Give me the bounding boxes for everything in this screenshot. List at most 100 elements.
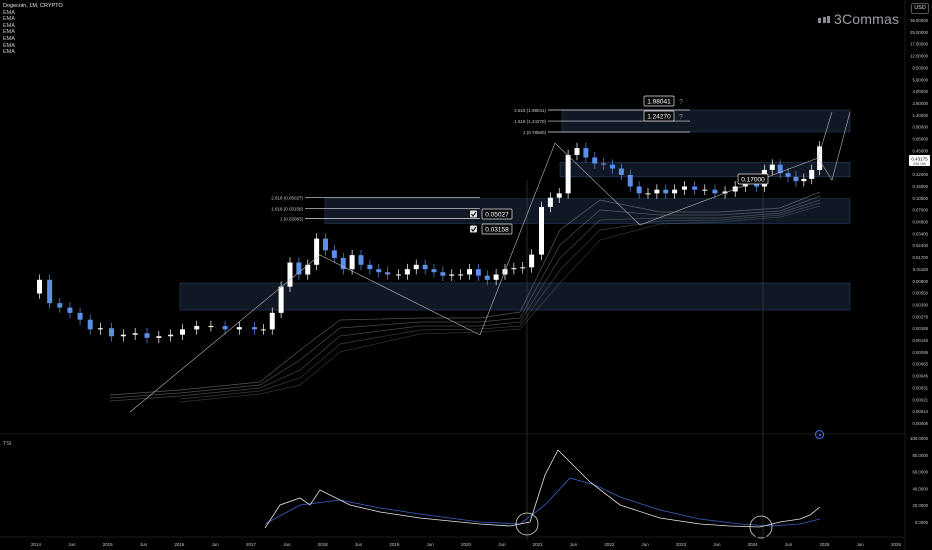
- price-callout-box: [481, 208, 513, 220]
- brand-logo: 3Commas: [818, 11, 899, 27]
- ema-label: EMA: [3, 29, 15, 36]
- candle-body: [618, 168, 624, 175]
- price-callout-box: [481, 223, 513, 235]
- candle-body: [305, 264, 311, 275]
- price-callout-text: 0.17000: [741, 176, 765, 183]
- candle-body: [754, 183, 759, 187]
- checkbox-icon: [470, 210, 477, 218]
- chart-legend: Dogecoin, 1M, CRYPTO EMA EMA EMA EMA EMA…: [3, 3, 63, 56]
- time-tick-label: 2014: [31, 542, 42, 547]
- candle-body: [396, 274, 401, 276]
- candle-body: [57, 303, 63, 308]
- time-tick-label: 2015: [103, 542, 114, 547]
- check-icon: [471, 226, 477, 232]
- candle-body: [769, 164, 775, 170]
- fib-label: 1 (0.78680): [523, 130, 547, 135]
- time-tick-label: 2025: [819, 542, 830, 547]
- candle-body: [539, 206, 544, 255]
- price-tick-label: 2.90000: [912, 101, 928, 106]
- candle-body: [67, 307, 73, 313]
- candle-body: [645, 193, 651, 195]
- price-callout-text: 0.03158: [485, 226, 509, 233]
- checkbox-icon: [470, 225, 477, 233]
- candle-body: [610, 164, 615, 169]
- fib-label: 2.618 (1.98041): [514, 108, 546, 113]
- brand-name: 3Commas: [834, 11, 900, 27]
- candle-body: [109, 328, 114, 337]
- price-tick-label: 8.50000: [912, 65, 928, 70]
- time-tick-label: 2016: [174, 542, 185, 547]
- question-mark: ?: [679, 99, 683, 106]
- time-tick-label: 2023: [676, 542, 687, 547]
- price-tick-label: 0.15000: [912, 184, 928, 189]
- ema-label: EMA: [3, 42, 15, 49]
- price-tick-label: 4.00000: [912, 89, 928, 94]
- price-tick-label: 0.00185: [912, 326, 928, 331]
- currency-button[interactable]: USD: [911, 3, 929, 14]
- current-price-text: 0.43175: [911, 157, 928, 162]
- price-tick-label: 0.00095: [912, 350, 928, 355]
- price-tick-label: 0.00006: [912, 421, 928, 426]
- time-tick-label: Jun: [68, 542, 76, 547]
- candle-body: [77, 312, 83, 320]
- candle-body: [194, 326, 200, 330]
- osc-tick-label: 40.0000: [912, 486, 928, 491]
- fib-label: 1.618 (1.24270): [514, 119, 546, 124]
- candle-body: [287, 262, 293, 287]
- candle-body: [801, 178, 807, 182]
- osc-tick-label: 20.0000: [912, 503, 928, 508]
- candle-body: [809, 169, 815, 179]
- candle-body: [672, 189, 678, 194]
- price-tick-label: 0.22000: [912, 172, 928, 177]
- candle-body: [323, 238, 328, 251]
- candle-body: [120, 334, 126, 337]
- oscillator-name: TSI: [3, 441, 12, 447]
- tsi-line: [264, 449, 821, 529]
- candle-body: [132, 333, 138, 335]
- candle-body: [296, 262, 302, 275]
- price-callout-box: [643, 110, 675, 122]
- price-tick-label: 0.00270: [912, 314, 928, 319]
- candle-body: [817, 146, 823, 170]
- candle-body: [592, 157, 598, 164]
- candle-body: [331, 250, 337, 258]
- candle-body: [180, 329, 185, 335]
- osc-tick-label: 60.0000: [912, 470, 928, 475]
- time-tick-label: Jun: [570, 542, 578, 547]
- fib-label: 1.618 (0.03158): [271, 207, 303, 212]
- ema-label: EMA: [3, 35, 15, 42]
- candle-body: [627, 174, 633, 187]
- candle-body: [222, 326, 228, 330]
- crosshair-target-icon[interactable]: [815, 430, 824, 439]
- ema-label: EMA: [3, 16, 15, 23]
- candle-body: [97, 328, 103, 330]
- time-tick-label: 2019: [389, 542, 400, 547]
- ema-label: EMA: [3, 9, 15, 16]
- price-zone: [179, 282, 851, 311]
- candle-body: [37, 279, 42, 294]
- candle-body: [654, 189, 660, 194]
- candle-body: [404, 269, 410, 275]
- candle-body: [87, 319, 93, 330]
- candle-body: [583, 148, 589, 158]
- price-callout-box: [737, 173, 769, 185]
- candle-body: [547, 197, 553, 207]
- candle-body: [358, 255, 364, 265]
- osc-tick-label: 80.0000: [912, 453, 928, 458]
- price-tick-label: 12.00000: [910, 54, 929, 59]
- price-tick-label: 17.00000: [910, 42, 929, 47]
- candle-body: [156, 336, 162, 338]
- candle-body: [529, 254, 535, 268]
- symbol-title: Dogecoin, 1M, CRYPTO: [3, 3, 63, 9]
- candle-body: [702, 189, 708, 191]
- candle-body: [601, 163, 607, 165]
- candle-body: [376, 269, 382, 273]
- time-tick-label: 2022: [604, 542, 615, 547]
- price-tick-label: 0.10500: [912, 196, 928, 201]
- price-tick-label: 0.65000: [912, 137, 928, 142]
- candle-body: [422, 264, 428, 270]
- price-tick-label: 0.00550: [912, 291, 928, 296]
- time-tick-label: 2020: [461, 542, 472, 547]
- candle-body: [278, 286, 284, 313]
